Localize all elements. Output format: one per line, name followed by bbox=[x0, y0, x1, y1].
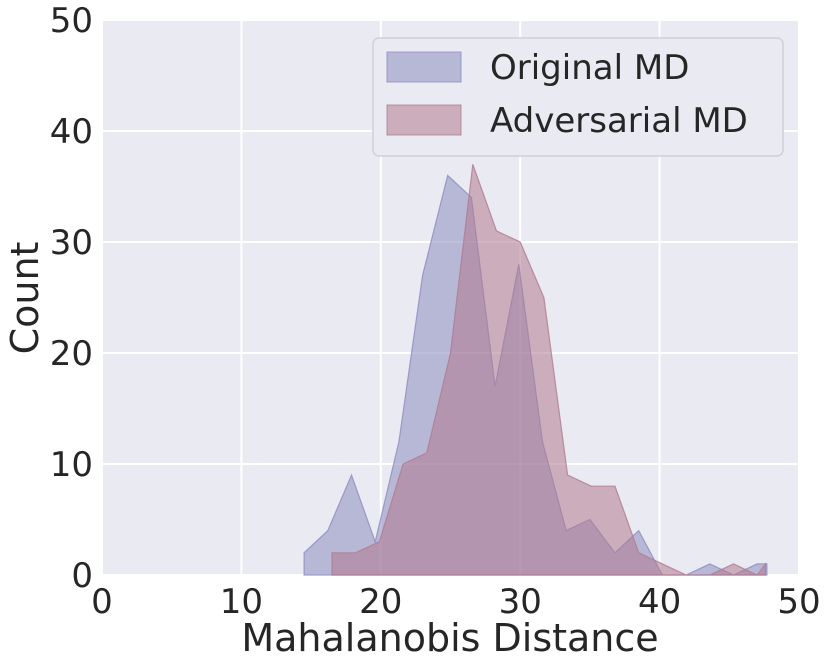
legend-frame bbox=[372, 37, 784, 157]
y-tick-label-0: 0 bbox=[71, 556, 93, 596]
y-axis-label: Count bbox=[3, 242, 47, 355]
y-tick-labels: 0 10 20 30 40 50 bbox=[50, 1, 93, 596]
x-axis-label: Mahalanobis Distance bbox=[241, 616, 658, 660]
y-tick-label-2: 20 bbox=[50, 334, 93, 374]
legend-swatch-0 bbox=[386, 51, 462, 83]
y-tick-label-1: 10 bbox=[50, 445, 93, 485]
series-layer bbox=[303, 164, 768, 576]
legend-label-1: Adversarial MD bbox=[490, 101, 748, 141]
y-tick-label-5: 50 bbox=[50, 1, 93, 41]
x-tick-label-2: 20 bbox=[359, 582, 402, 622]
x-tick-label-0: 0 bbox=[91, 582, 113, 622]
x-tick-label-3: 30 bbox=[499, 582, 542, 622]
x-tick-labels: 0 10 20 30 40 50 bbox=[91, 582, 820, 622]
legend-swatch-1 bbox=[386, 104, 462, 136]
x-tick-label-5: 50 bbox=[777, 582, 820, 622]
y-tick-label-3: 30 bbox=[50, 223, 93, 263]
legend-label-0: Original MD bbox=[490, 48, 689, 88]
y-tick-label-4: 40 bbox=[50, 112, 93, 152]
series-area-adversarial-md bbox=[331, 164, 767, 576]
legend-items: Original MD Adversarial MD bbox=[386, 48, 748, 141]
x-tick-label-4: 40 bbox=[638, 582, 681, 622]
x-tick-label-1: 10 bbox=[220, 582, 263, 622]
legend: Original MD Adversarial MD bbox=[372, 37, 784, 157]
